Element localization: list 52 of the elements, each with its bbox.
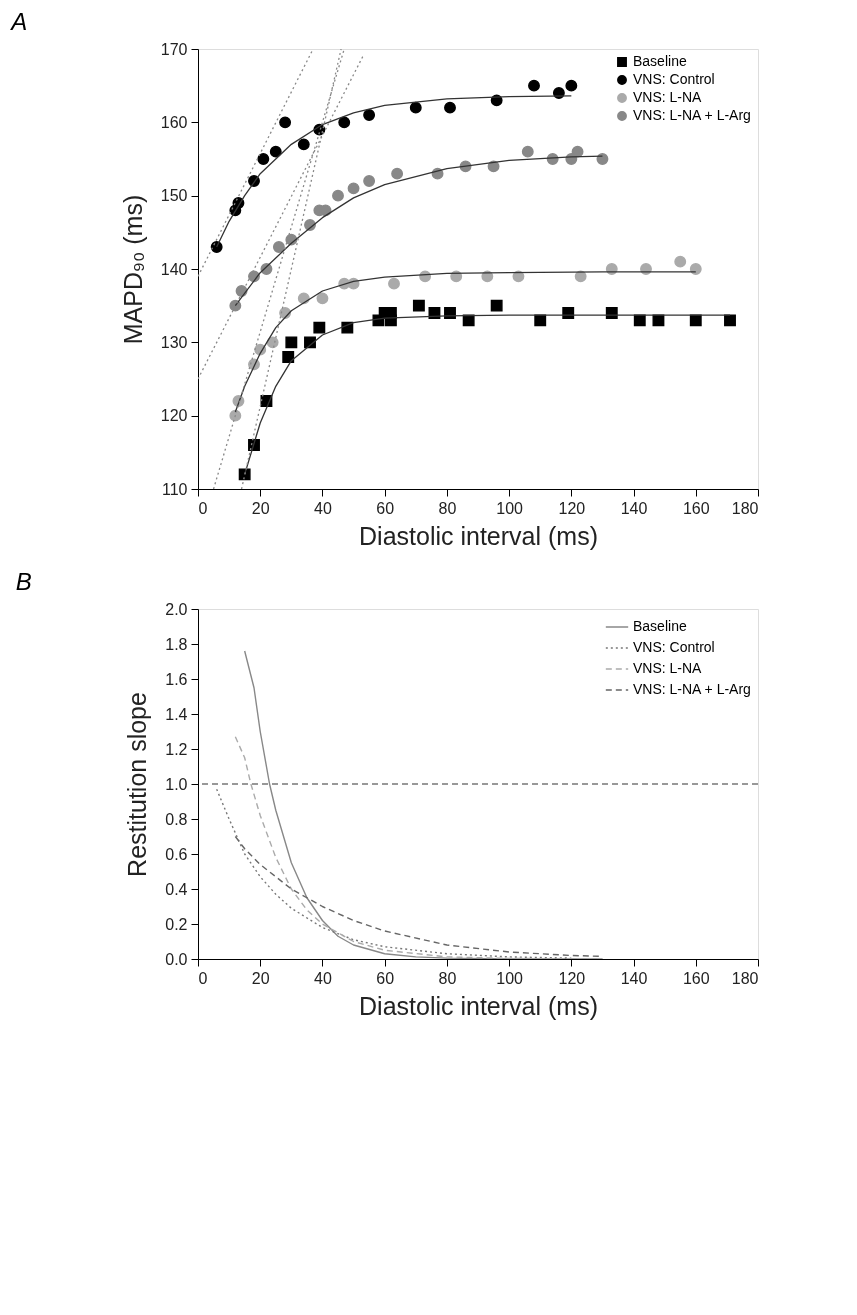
x-tick-label: 20 (251, 499, 270, 517)
y-tick-label: 0.4 (165, 880, 188, 898)
y-tick-label: 1.6 (165, 670, 188, 688)
x-tick-label: 160 (682, 969, 710, 987)
x-axis-title: Diastolic interval (ms) (359, 521, 598, 550)
y-tick-label: 1.0 (165, 775, 188, 793)
y-tick-label: 2.0 (165, 600, 188, 618)
y-tick-label: 0.8 (165, 810, 188, 828)
x-tick-label: 0 (198, 499, 208, 517)
x-tick-label: 120 (558, 499, 586, 517)
x-tick-label: 80 (438, 969, 457, 987)
chart-title: A (9, 8, 28, 35)
y-axis-title: Restitution slope (123, 692, 152, 877)
y-tick-label: 140 (160, 260, 188, 278)
y-tick-label: 0.0 (165, 950, 188, 968)
legend-label: VNS: L-NA + L-Arg (633, 107, 751, 123)
legend-label: Baseline (633, 53, 687, 69)
legend-label: VNS: Control (633, 71, 715, 87)
y-tick-label: 1.2 (165, 740, 188, 758)
legend-label: VNS: L-NA (633, 660, 703, 676)
x-tick-label: 40 (314, 969, 332, 987)
y-tick-label: 160 (160, 113, 188, 131)
y-tick-label: 1.8 (165, 635, 188, 653)
x-tick-label: 60 (376, 969, 395, 987)
x-tick-label: 40 (314, 499, 332, 517)
y-tick-label: 120 (160, 407, 188, 425)
x-tick-label: 160 (682, 499, 710, 517)
y-tick-label: 150 (160, 187, 188, 205)
legend-label: VNS: L-NA (633, 89, 703, 105)
x-tick-label: 20 (251, 969, 270, 987)
y-tick-label: 170 (160, 40, 188, 58)
x-tick-label: 80 (438, 499, 457, 517)
x-tick-label: 0 (198, 969, 208, 987)
x-tick-label: 120 (558, 969, 586, 987)
y-tick-label: 1.4 (165, 705, 188, 723)
y-tick-label: 110 (161, 480, 188, 498)
legend-label: VNS: L-NA + L-Arg (633, 681, 751, 697)
x-tick-label: 100 (496, 969, 524, 987)
x-tick-label: 180 (731, 969, 759, 987)
chart-title: B (15, 568, 32, 595)
x-tick-label: 140 (620, 969, 648, 987)
x-tick-label: 140 (620, 499, 648, 517)
x-tick-label: 180 (731, 499, 759, 517)
legend-label: Baseline (633, 618, 687, 634)
y-axis-title: MAPD₉₀ (ms) (118, 194, 147, 345)
y-tick-label: 130 (160, 333, 188, 351)
x-axis-title: Diastolic interval (ms) (359, 991, 598, 1020)
y-tick-label: 0.6 (165, 845, 188, 863)
legend-label: VNS: Control (633, 639, 715, 655)
x-tick-label: 100 (496, 499, 524, 517)
y-tick-label: 0.2 (165, 915, 188, 933)
x-tick-label: 60 (376, 499, 395, 517)
